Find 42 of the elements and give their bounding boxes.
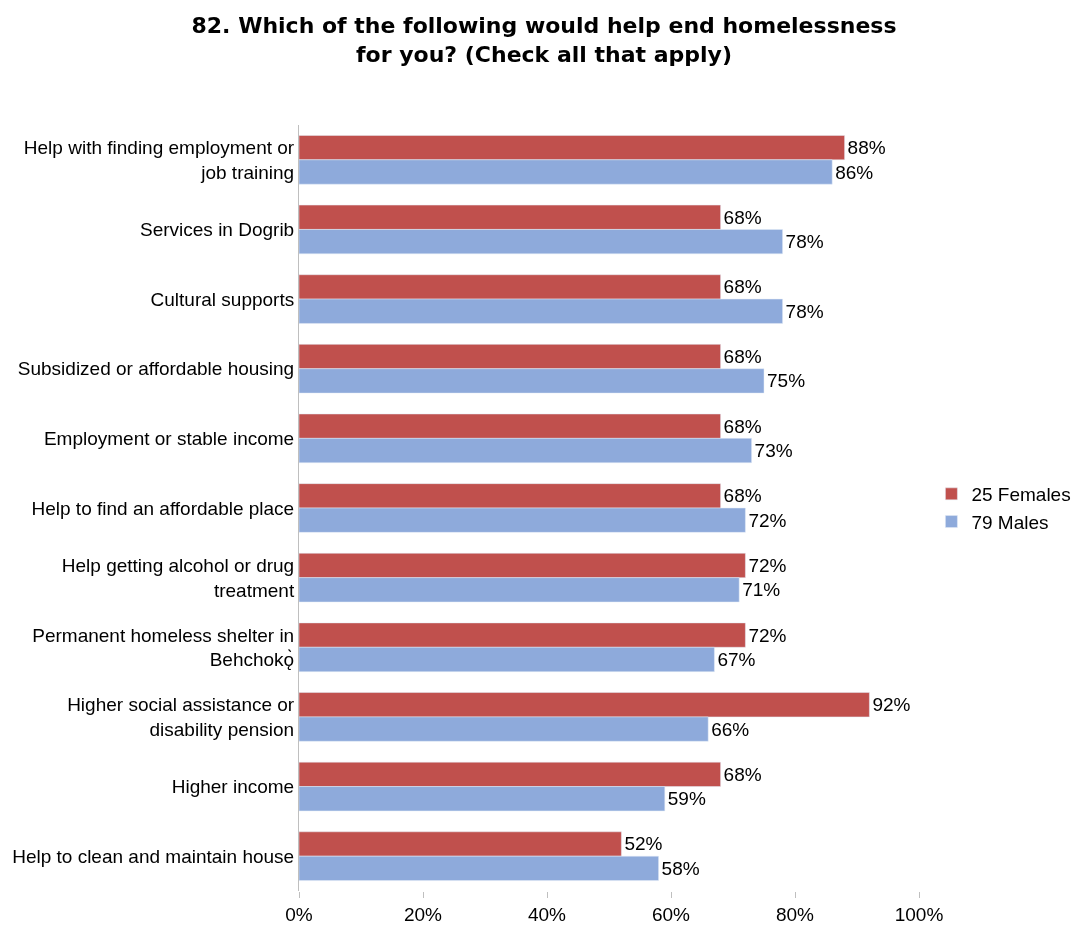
y-tick-label: Help getting alcohol or drug treatment: [61, 554, 295, 601]
y-tick-label: Help to find an affordable place: [31, 497, 295, 519]
y-tick-label: Permanent homeless shelter in Behchokǫ̀: [32, 624, 295, 671]
data-label: 68%: [723, 485, 762, 507]
x-tick-label: 60%: [651, 903, 691, 925]
data-label: 72%: [748, 509, 787, 531]
data-label: 52%: [624, 833, 663, 855]
y-tick-label: Help with finding employment or job training: [23, 137, 295, 183]
x-tick-label: 0%: [285, 903, 313, 925]
data-label: 75%: [767, 370, 806, 392]
x-tick-label: 40%: [527, 903, 567, 925]
y-tick-label: Help to clean and maintain house: [12, 845, 295, 867]
data-label: 59%: [667, 788, 706, 810]
data-label: 72%: [748, 554, 787, 576]
x-tick-label: 20%: [403, 903, 443, 925]
y-tick-label: Higher social assistance or disability pension: [67, 694, 295, 740]
data-label: 58%: [661, 857, 700, 879]
data-label: 68%: [723, 763, 762, 785]
data-label: 88%: [847, 137, 886, 159]
data-label: 92%: [872, 694, 911, 716]
y-tick-label: Services in Dogrib: [140, 219, 295, 241]
x-tick-label: 80%: [775, 903, 815, 925]
data-label: 68%: [723, 206, 762, 228]
y-tick-label: Subsidized or affordable housing: [17, 358, 295, 380]
data-label: 78%: [785, 231, 824, 253]
y-tick-label: Employment or stable income: [43, 428, 295, 450]
chart-title: 82. Which of the following would help end homelessness for you? (Check all that apply): [191, 12, 897, 67]
data-label: 66%: [711, 718, 750, 740]
legend-label: 25 Females: [971, 484, 1071, 506]
y-tick-label: Cultural supports: [150, 288, 295, 310]
data-label: 73%: [754, 440, 793, 462]
data-label: 68%: [723, 276, 762, 298]
data-label: 86%: [835, 161, 874, 183]
x-tick-label: 100%: [894, 903, 944, 925]
data-label: 68%: [723, 415, 762, 437]
data-label: 78%: [785, 300, 824, 322]
legend-label: 79 Males: [971, 511, 1049, 533]
data-label: 67%: [717, 648, 756, 670]
y-tick-label: Higher income: [171, 776, 295, 798]
data-label: 72%: [748, 624, 787, 646]
data-label: 71%: [742, 579, 781, 601]
data-label: 68%: [723, 346, 762, 368]
